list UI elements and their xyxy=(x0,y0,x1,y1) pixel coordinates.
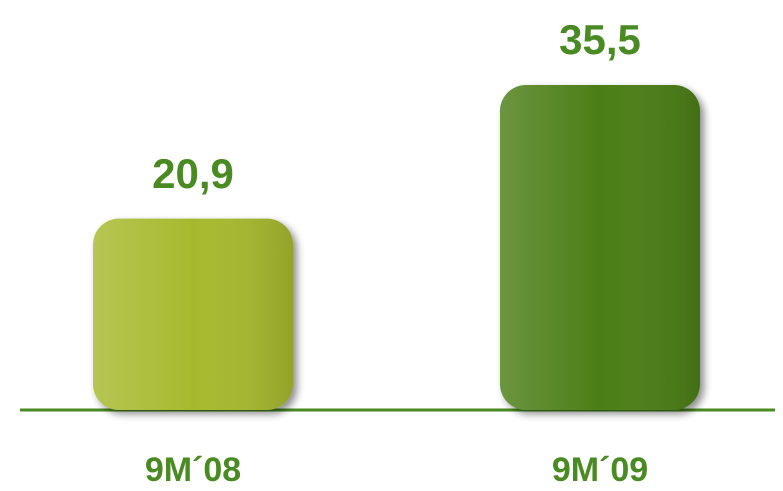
bar-gloss xyxy=(500,85,700,410)
x-tick-label: 9M´09 xyxy=(552,451,648,489)
x-tick-label: 9M´08 xyxy=(145,451,241,489)
bar-gloss xyxy=(93,218,293,410)
value-label: 20,9 xyxy=(152,150,234,197)
value-label: 35,5 xyxy=(559,16,641,63)
